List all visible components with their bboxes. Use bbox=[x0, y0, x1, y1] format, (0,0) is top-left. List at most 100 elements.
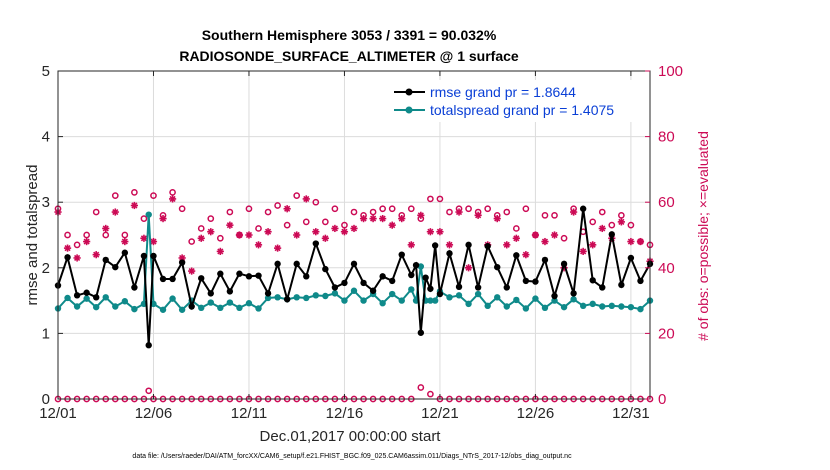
x-axis-label: Dec.01,2017 00:00:00 start bbox=[260, 428, 442, 445]
obs-possible-point bbox=[369, 208, 377, 216]
totalspread-point bbox=[207, 299, 214, 306]
plot-frame bbox=[57, 70, 651, 400]
obs-rejected-point bbox=[417, 384, 425, 391]
obs-evaluated-point bbox=[207, 228, 215, 236]
obs-possible-point bbox=[608, 221, 616, 229]
legend-totalspread-label: totalspread grand pr = 1.4075 bbox=[430, 102, 614, 118]
totalspread-point bbox=[73, 303, 81, 310]
rmse-point bbox=[312, 240, 320, 247]
totalspread-point bbox=[341, 297, 348, 304]
totalspread-point bbox=[312, 292, 320, 299]
rmse-point bbox=[446, 250, 453, 257]
rmse-point bbox=[140, 252, 148, 260]
rmse-point bbox=[226, 288, 234, 295]
obs-possible-point bbox=[216, 234, 224, 242]
rmse-point bbox=[331, 284, 339, 291]
y-right-tick-label: 100 bbox=[658, 63, 683, 80]
totalspread-point bbox=[618, 303, 625, 310]
totalspread-point bbox=[274, 294, 281, 301]
obs-possible-point bbox=[178, 205, 186, 213]
y-right-tick-label: 40 bbox=[658, 260, 675, 277]
rmse-point bbox=[608, 231, 616, 238]
totalspread-point bbox=[532, 295, 539, 302]
obs-evaluated-point bbox=[73, 254, 81, 262]
totalspread-point bbox=[446, 294, 453, 301]
chart-title-line2: RADIOSONDE_SURFACE_ALTIMETER @ 1 surface bbox=[179, 48, 519, 64]
totalspread-point bbox=[293, 294, 300, 301]
obs-evaluated-point bbox=[302, 195, 310, 203]
obs-evaluated-point bbox=[140, 234, 148, 242]
x-tick-label: 12/16 bbox=[326, 405, 364, 422]
x-tick-label: 12/31 bbox=[612, 405, 650, 422]
x-tick-label: 12/11 bbox=[231, 405, 267, 422]
totalspread-point bbox=[560, 303, 568, 311]
obs-evaluated-point bbox=[455, 208, 463, 216]
legend-rmse-marker bbox=[405, 88, 413, 96]
totalspread-point bbox=[217, 304, 224, 312]
obs-evaluated-point bbox=[159, 215, 167, 223]
totalspread-point bbox=[465, 300, 472, 308]
obs-evaluated-point bbox=[512, 234, 520, 242]
totalspread-point bbox=[350, 287, 358, 294]
totalspread-point bbox=[522, 305, 530, 312]
rmse-point bbox=[303, 273, 310, 280]
rmse-point bbox=[245, 273, 253, 280]
obs-possible-point bbox=[598, 208, 606, 216]
rmse-point bbox=[264, 290, 272, 297]
rmse-point bbox=[369, 287, 377, 294]
obs-possible-point bbox=[188, 238, 196, 245]
obs-evaluated-point bbox=[398, 215, 406, 223]
y-right-tick-label: 60 bbox=[658, 194, 675, 211]
obs-possible-point bbox=[102, 231, 110, 239]
rmse-point bbox=[236, 270, 243, 277]
rmse-point bbox=[431, 242, 439, 249]
obs-possible-point bbox=[121, 231, 129, 239]
obs-possible-point bbox=[207, 215, 215, 222]
totalspread-point bbox=[637, 305, 644, 313]
legend-rmse-label: rmse grand pr = 1.8644 bbox=[430, 84, 576, 100]
totalspread-point bbox=[264, 294, 272, 302]
rmse-point bbox=[513, 252, 520, 259]
obs-evaluated-point bbox=[350, 224, 358, 233]
rmse-point bbox=[618, 281, 625, 289]
obs-evaluated-point bbox=[627, 237, 635, 246]
rmse-point bbox=[112, 263, 119, 271]
obs-evaluated-point bbox=[598, 224, 606, 233]
totalspread-point bbox=[570, 296, 577, 303]
totalspread-point bbox=[178, 306, 186, 313]
y-tick-label: 0 bbox=[42, 391, 50, 408]
obs-possible-point bbox=[503, 208, 511, 216]
obs-evaluated-point bbox=[274, 244, 282, 252]
legend-box bbox=[388, 80, 646, 122]
totalspread-point bbox=[599, 303, 606, 310]
rmse-point bbox=[188, 303, 195, 310]
rmse-point bbox=[532, 278, 539, 285]
obs-evaluated-point bbox=[369, 215, 377, 223]
totalspread-point bbox=[245, 300, 253, 307]
rmse-point bbox=[541, 256, 549, 264]
totalspread-point bbox=[541, 304, 549, 312]
rmse-point bbox=[398, 251, 405, 258]
totalspread-point bbox=[503, 303, 510, 310]
totalspread-point bbox=[131, 305, 138, 313]
rmse-point bbox=[579, 205, 587, 212]
rmse-point bbox=[427, 285, 434, 292]
obs-possible-point bbox=[522, 205, 530, 213]
obs-evaluated-point bbox=[63, 244, 72, 252]
totalspread-point bbox=[303, 294, 310, 302]
obs-possible-point bbox=[140, 215, 148, 222]
obs-evaluated-point bbox=[130, 201, 138, 210]
totalspread-point bbox=[236, 304, 243, 312]
x-tick-label: 12/01 bbox=[39, 405, 77, 422]
obs-evaluated-point bbox=[493, 215, 501, 223]
obs-possible-point bbox=[226, 208, 234, 216]
rmse-point bbox=[293, 260, 300, 268]
obs-possible-point bbox=[512, 225, 520, 232]
rmse-point bbox=[522, 277, 530, 285]
totalspread-point bbox=[388, 290, 396, 298]
obs-possible-point bbox=[73, 241, 81, 249]
rmse-point bbox=[494, 263, 501, 271]
obs-evaluated-point bbox=[407, 241, 415, 249]
obs-evaluated-point bbox=[312, 228, 320, 236]
